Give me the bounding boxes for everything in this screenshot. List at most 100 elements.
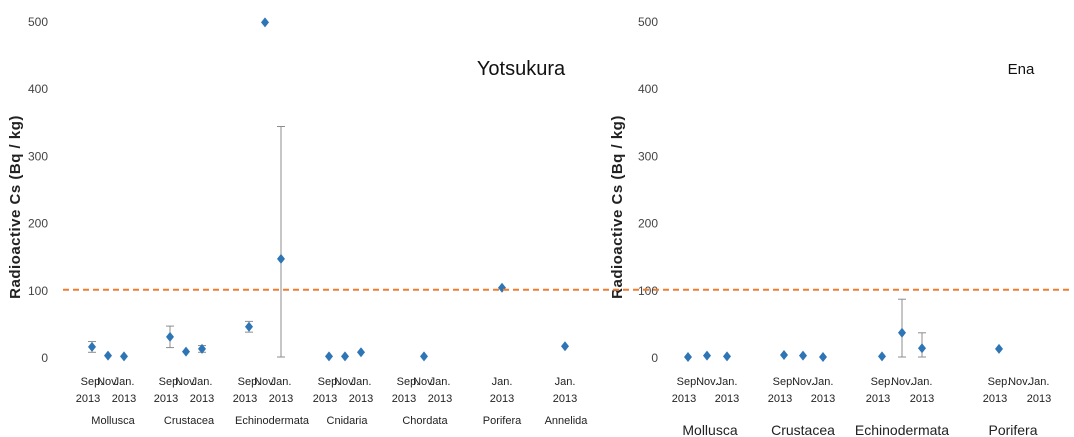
y-tick-label: 500 bbox=[28, 15, 48, 29]
x-tick-label: Jan. bbox=[1029, 376, 1050, 388]
category-label-chordata: Chordata bbox=[402, 415, 448, 427]
data-point-cnidaria bbox=[341, 351, 349, 362]
x-tick-label: Jan. bbox=[912, 376, 933, 388]
data-point-annelida bbox=[561, 341, 569, 352]
data-point-crustacea bbox=[182, 346, 190, 357]
category-label-porifera: Porifera bbox=[988, 422, 1037, 437]
y-axis-label: Radioactive Cs (Bq / kg) bbox=[609, 115, 626, 299]
data-point-echinodermata bbox=[918, 343, 926, 354]
y-tick-label: 0 bbox=[41, 351, 48, 365]
category-label-porifera: Porifera bbox=[483, 415, 522, 427]
x-tick-label: Jan. bbox=[192, 376, 213, 388]
x-tick-label: Nov. bbox=[175, 376, 197, 388]
x-tick-year-label: 2013 bbox=[392, 393, 416, 405]
data-point-echinodermata bbox=[245, 321, 253, 332]
data-point-porifera bbox=[995, 343, 1003, 354]
data-point-mollusca bbox=[723, 351, 731, 362]
data-point-cnidaria bbox=[325, 351, 333, 362]
category-label-crustacea: Crustacea bbox=[164, 415, 215, 427]
x-tick-year-label: 2013 bbox=[811, 393, 835, 405]
x-tick-label: Jan. bbox=[492, 376, 513, 388]
x-tick-label: Sep. bbox=[318, 376, 341, 388]
data-point-cnidaria bbox=[357, 347, 365, 358]
y-tick-label: 200 bbox=[28, 217, 48, 231]
x-tick-year-label: 2013 bbox=[190, 393, 214, 405]
data-point-crustacea bbox=[819, 352, 827, 362]
data-point-mollusca bbox=[104, 350, 112, 361]
x-tick-label: Sep. bbox=[159, 376, 182, 388]
x-tick-year-label: 2013 bbox=[313, 393, 337, 405]
x-tick-year-label: 2013 bbox=[76, 393, 100, 405]
data-point-mollusca bbox=[88, 341, 96, 352]
y-tick-label: 300 bbox=[28, 149, 48, 163]
y-tick-label: 500 bbox=[638, 15, 658, 29]
x-tick-year-label: 2013 bbox=[269, 393, 293, 405]
category-label-crustacea: Crustacea bbox=[771, 422, 835, 437]
x-tick-label: Sep. bbox=[81, 376, 104, 388]
data-point-echinodermata bbox=[878, 351, 886, 362]
x-tick-year-label: 2013 bbox=[715, 393, 739, 405]
chart-title: Yotsukura bbox=[477, 58, 566, 80]
x-tick-label: Jan. bbox=[351, 376, 372, 388]
x-tick-year-label: 2013 bbox=[233, 393, 257, 405]
data-point-crustacea bbox=[780, 349, 788, 360]
x-tick-label: Nov. bbox=[97, 376, 119, 388]
category-label-mollusca: Mollusca bbox=[682, 422, 737, 437]
x-tick-year-label: 2013 bbox=[983, 393, 1007, 405]
x-tick-year-label: 2013 bbox=[112, 393, 136, 405]
category-label-annelida: Annelida bbox=[545, 415, 589, 427]
y-tick-label: 400 bbox=[28, 82, 48, 96]
chart-title: Ena bbox=[1008, 61, 1035, 78]
x-tick-label: Sep. bbox=[871, 376, 894, 388]
x-tick-label: Jan. bbox=[555, 376, 576, 388]
x-tick-label: Nov. bbox=[254, 376, 276, 388]
x-tick-year-label: 2013 bbox=[1027, 393, 1051, 405]
data-point-mollusca bbox=[684, 352, 692, 362]
data-point-echinodermata bbox=[261, 17, 269, 28]
y-tick-label: 400 bbox=[638, 82, 658, 96]
x-tick-label: Jan. bbox=[430, 376, 451, 388]
data-point-echinodermata bbox=[898, 327, 906, 338]
x-tick-year-label: 2013 bbox=[866, 393, 890, 405]
x-tick-year-label: 2013 bbox=[154, 393, 178, 405]
data-point-mollusca bbox=[703, 350, 711, 361]
x-tick-label: Nov. bbox=[792, 376, 814, 388]
x-tick-label: Nov. bbox=[696, 376, 718, 388]
category-label-cnidaria: Cnidaria bbox=[327, 415, 369, 427]
x-tick-label: Sep. bbox=[773, 376, 796, 388]
y-tick-label: 0 bbox=[651, 351, 658, 365]
x-tick-label: Sep. bbox=[988, 376, 1011, 388]
y-tick-label: 100 bbox=[28, 284, 48, 298]
x-tick-label: Nov. bbox=[413, 376, 435, 388]
x-tick-label: Jan. bbox=[813, 376, 834, 388]
x-tick-year-label: 2013 bbox=[768, 393, 792, 405]
y-axis-label: Radioactive Cs (Bq / kg) bbox=[7, 115, 24, 299]
x-tick-label: Sep. bbox=[397, 376, 420, 388]
data-point-crustacea bbox=[166, 331, 174, 342]
data-point-mollusca bbox=[120, 351, 128, 362]
x-tick-label: Jan. bbox=[271, 376, 292, 388]
yotsukura-chart: 0 100 200 300 400 500 Radioactive Cs (Bq / kg)… bbox=[7, 15, 588, 427]
category-label-echinodermata: Echinodermata bbox=[855, 422, 949, 437]
x-tick-label: Sep. bbox=[677, 376, 700, 388]
data-point-echinodermata bbox=[277, 253, 285, 264]
x-tick-year-label: 2013 bbox=[672, 393, 696, 405]
category-label-mollusca: Mollusca bbox=[91, 415, 135, 427]
data-point-crustacea bbox=[198, 343, 206, 354]
x-tick-year-label: 2013 bbox=[553, 393, 577, 405]
data-point-chordata bbox=[420, 351, 428, 362]
data-point-porifera bbox=[498, 282, 506, 293]
y-tick-label: 300 bbox=[638, 149, 658, 163]
x-tick-year-label: 2013 bbox=[428, 393, 452, 405]
x-tick-label: Nov. bbox=[1008, 376, 1030, 388]
category-label-echinodermata: Echinodermata bbox=[235, 415, 310, 427]
x-tick-label: Nov. bbox=[334, 376, 356, 388]
data-point-crustacea bbox=[799, 350, 807, 361]
x-tick-year-label: 2013 bbox=[910, 393, 934, 405]
x-tick-label: Nov. bbox=[891, 376, 913, 388]
x-tick-year-label: 2013 bbox=[490, 393, 514, 405]
x-tick-label: Sep. bbox=[238, 376, 261, 388]
x-tick-year-label: 2013 bbox=[349, 393, 373, 405]
